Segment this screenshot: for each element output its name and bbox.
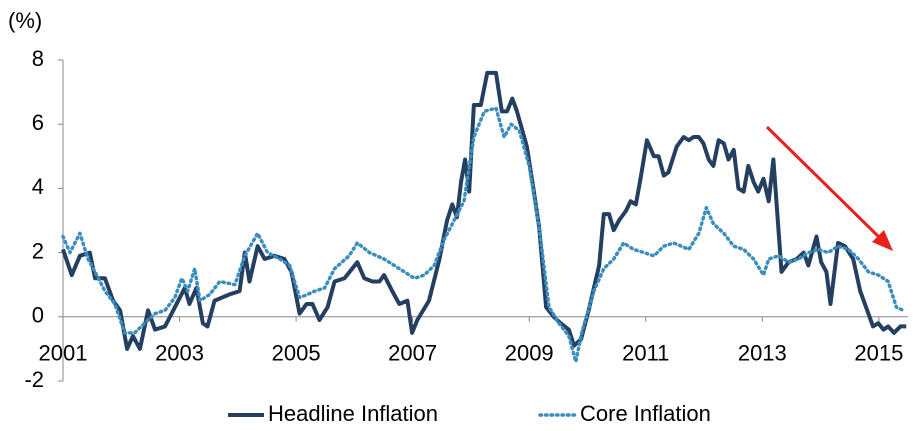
x-tick-label: 2009 bbox=[505, 341, 554, 366]
y-tick-label: 6 bbox=[32, 110, 44, 135]
legend-label: Core Inflation bbox=[580, 401, 711, 426]
y-tick-label: -2 bbox=[24, 367, 44, 392]
x-tick-label: 2013 bbox=[738, 341, 787, 366]
y-tick-label: 4 bbox=[32, 174, 44, 199]
trend-arrow bbox=[765, 125, 884, 242]
trend-arrow-head bbox=[872, 230, 893, 251]
x-tick-label: 2001 bbox=[39, 341, 88, 366]
x-tick-label: 2011 bbox=[622, 341, 669, 366]
x-tick-label: 2005 bbox=[272, 341, 321, 366]
x-tick-label: 2015 bbox=[854, 341, 903, 366]
y-tick-label: 2 bbox=[32, 238, 44, 263]
y-tick-label: 8 bbox=[32, 46, 44, 71]
y-axis-label: (%) bbox=[8, 8, 42, 33]
series-line bbox=[61, 106, 906, 364]
y-tick-label: 0 bbox=[32, 303, 44, 328]
x-tick-label: 2007 bbox=[388, 341, 437, 366]
x-tick-label: 2003 bbox=[155, 341, 204, 366]
legend-label: Headline Inflation bbox=[268, 401, 438, 426]
